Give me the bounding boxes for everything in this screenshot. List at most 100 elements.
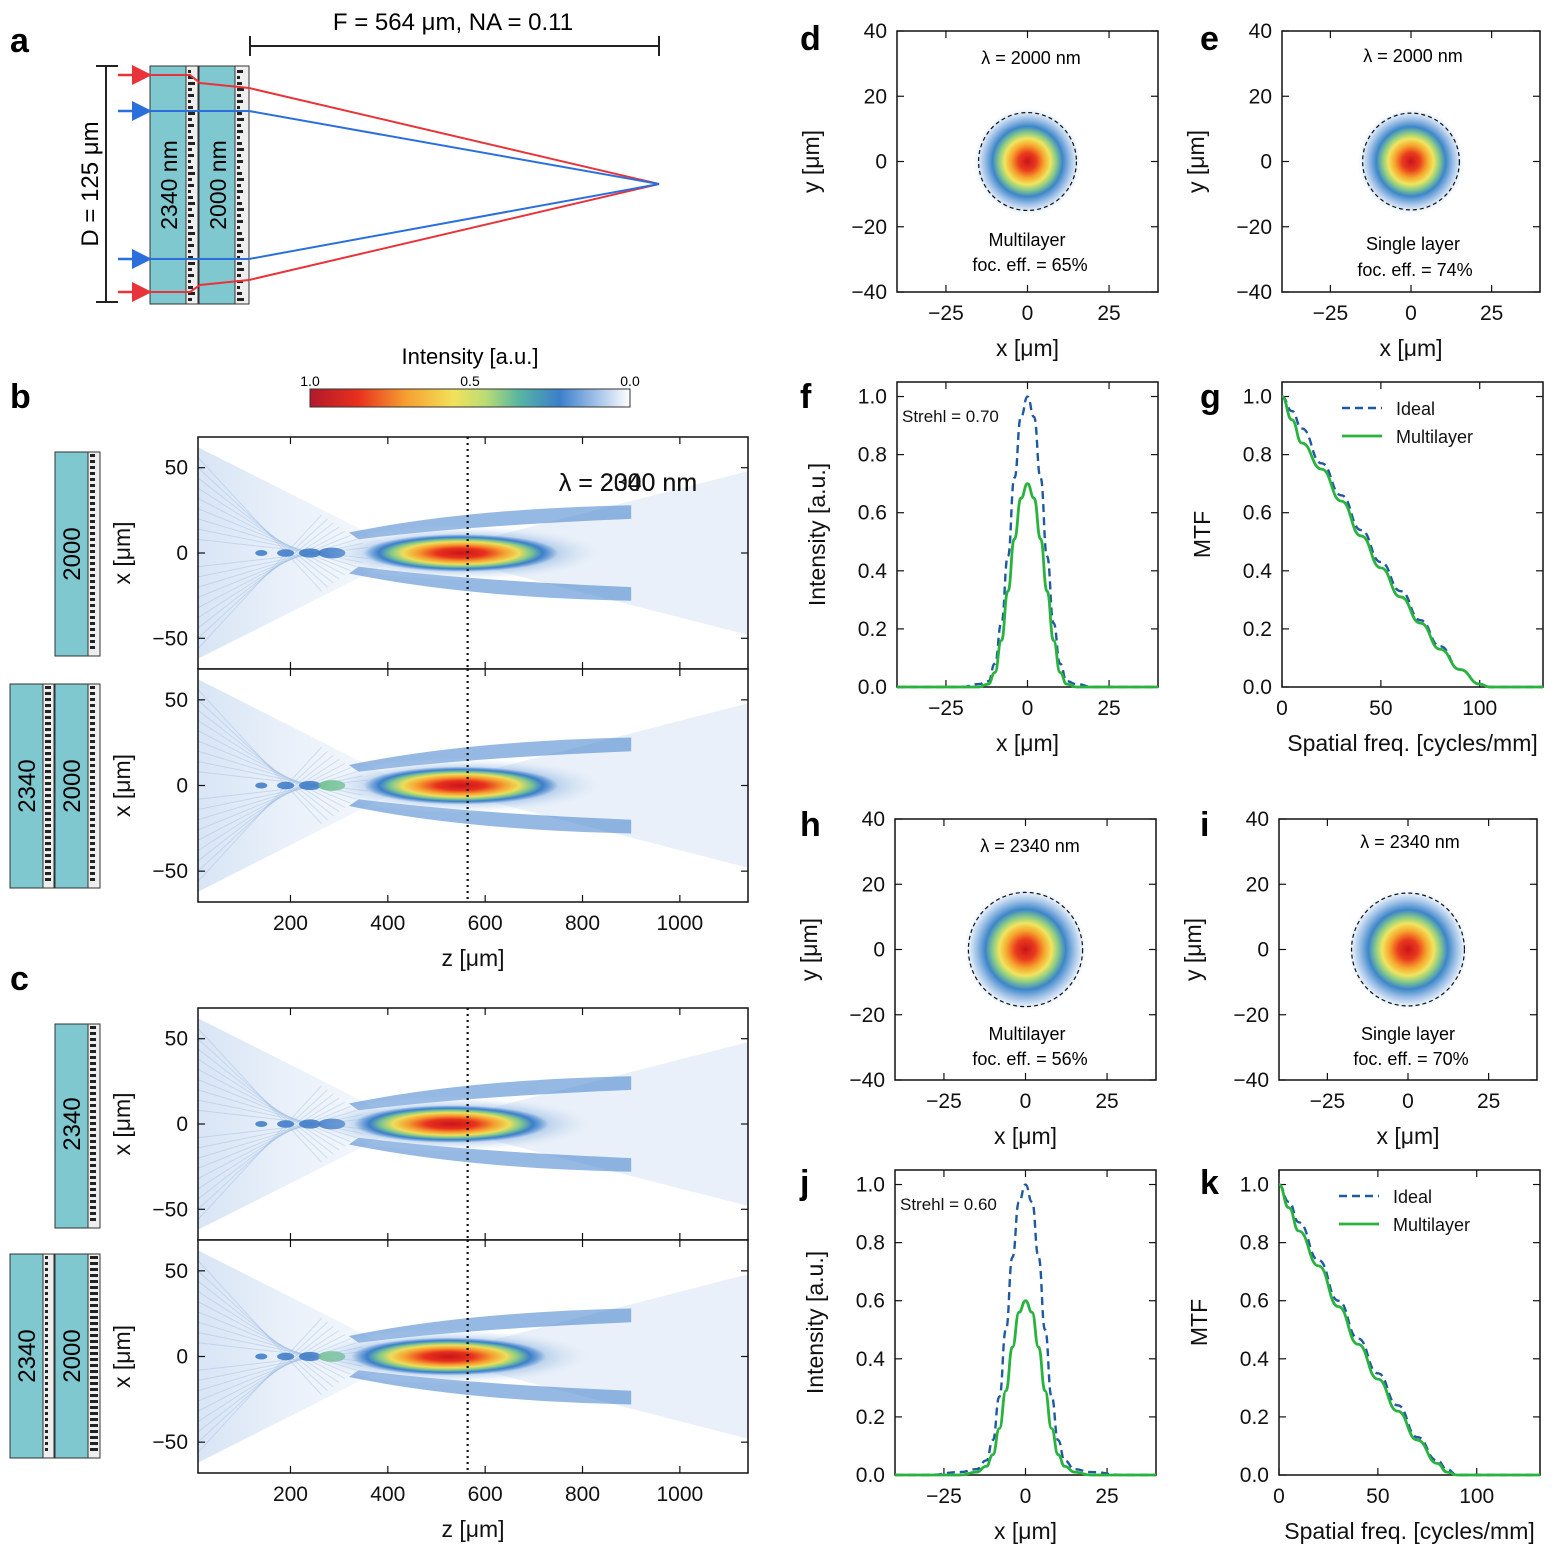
y-tick-label: 0.6	[856, 1290, 885, 1313]
wavelength-annotation: λ = 2340 nm	[559, 469, 697, 497]
panel-letter-d: d	[800, 20, 821, 58]
pillar	[90, 842, 95, 845]
pillar	[188, 268, 192, 271]
pillar	[188, 298, 192, 301]
pillar	[237, 220, 243, 223]
x-tick-label: 800	[565, 1483, 600, 1506]
pillar	[90, 502, 95, 505]
pillar	[90, 562, 95, 565]
y-tick-label: 0	[875, 151, 887, 174]
pillar	[90, 1364, 98, 1367]
pillar	[90, 496, 95, 499]
pillar	[90, 1110, 96, 1113]
axial-focus	[277, 781, 295, 790]
y-tick-label: 0.6	[858, 502, 887, 525]
pillar	[188, 274, 194, 277]
integration-circle	[967, 891, 1084, 1008]
pillar	[90, 788, 95, 791]
pillar	[90, 692, 95, 695]
y-axis-label: Intensity [a.u.]	[802, 1251, 828, 1394]
pillar	[45, 1322, 48, 1325]
pillar	[45, 1442, 48, 1445]
beam-plot-b_multi: 200 400 600 800 1000 −50 0 50 z [μm] x [μm]	[109, 668, 749, 971]
pillar	[45, 734, 51, 737]
pillar	[90, 1328, 98, 1331]
pillar	[90, 1200, 96, 1203]
inset-c-multi-substrate-b	[54, 1253, 89, 1459]
pillar	[237, 130, 243, 133]
colorbar-gradient	[309, 388, 631, 408]
inset-c-multi-meta-a	[42, 1253, 55, 1459]
pillar	[90, 1032, 96, 1035]
y-tick-label: −40	[1236, 281, 1272, 304]
ripple-line	[198, 1290, 340, 1383]
ripple-line	[198, 487, 340, 580]
y-axis-label: x [μm]	[109, 1092, 135, 1155]
panel-letter-j: j	[799, 1164, 809, 1202]
pillar	[188, 130, 191, 133]
pillar	[90, 1376, 98, 1379]
pillar	[90, 1146, 96, 1149]
y-tick-label: 0.2	[1240, 1406, 1269, 1429]
inset-b-multi-substrate-b	[54, 683, 89, 889]
pillar	[90, 812, 95, 815]
y-tick-label: 0.8	[1243, 444, 1272, 467]
pillar	[237, 244, 241, 247]
pillar	[237, 196, 240, 199]
pillar	[90, 1280, 98, 1283]
pillar	[188, 262, 195, 265]
x-tick-label: 25	[1480, 302, 1503, 325]
y-tick-label: 0.4	[1240, 1348, 1270, 1371]
pillar	[237, 262, 242, 265]
pillar	[90, 1044, 96, 1047]
pillar	[90, 1182, 96, 1185]
pillar	[90, 538, 95, 541]
focal-spot	[1356, 107, 1466, 216]
pillar	[237, 172, 242, 175]
x-tick-label: 25	[1095, 1090, 1118, 1113]
diverging-cone	[494, 703, 748, 868]
pillar	[45, 692, 51, 695]
pillar	[90, 544, 95, 547]
x-tick-label: 800	[565, 912, 600, 935]
pillar	[90, 1424, 98, 1427]
y-tick-label: 20	[864, 85, 887, 108]
y-axis-label: y [μm]	[1180, 918, 1206, 981]
y-tick-label: 20	[862, 873, 885, 896]
pillar	[90, 860, 95, 863]
pillar	[237, 100, 243, 103]
ripple-line	[198, 1089, 328, 1210]
pillar	[45, 716, 51, 719]
y-tick-label: −50	[152, 627, 188, 650]
y-tick-label: −40	[1233, 1069, 1269, 1092]
pillar	[237, 160, 243, 163]
ripple-line	[198, 1325, 334, 1433]
inset-b-multi-label-b: 2000	[59, 759, 86, 812]
y-tick-label: −50	[152, 860, 188, 883]
pillar	[90, 1322, 98, 1325]
pillar	[90, 1134, 96, 1137]
lens-layer-2000	[198, 65, 236, 305]
inset-b-single-substrate	[54, 451, 89, 657]
x-tick-label: 600	[468, 1483, 503, 1506]
ripple-line	[198, 1068, 346, 1147]
pillar	[90, 758, 95, 761]
pillar	[90, 1164, 96, 1167]
focal-spot	[351, 1337, 547, 1376]
pillar	[90, 848, 95, 851]
y-tick-label: 0.0	[1240, 1464, 1269, 1487]
panel-letter-g: g	[1200, 378, 1221, 416]
pillar	[90, 598, 95, 601]
series-multilayer	[1278, 1183, 1540, 1477]
pillar	[90, 1388, 98, 1391]
pillar	[45, 710, 51, 713]
pillar	[90, 1406, 98, 1409]
pillar	[90, 746, 95, 749]
y-tick-label: 40	[1246, 808, 1269, 831]
pillar	[45, 830, 51, 833]
pillar	[237, 286, 240, 289]
wavelength-annotation: λ = 2000 nm	[559, 469, 697, 497]
pillar	[45, 770, 51, 773]
pillar	[237, 148, 244, 151]
